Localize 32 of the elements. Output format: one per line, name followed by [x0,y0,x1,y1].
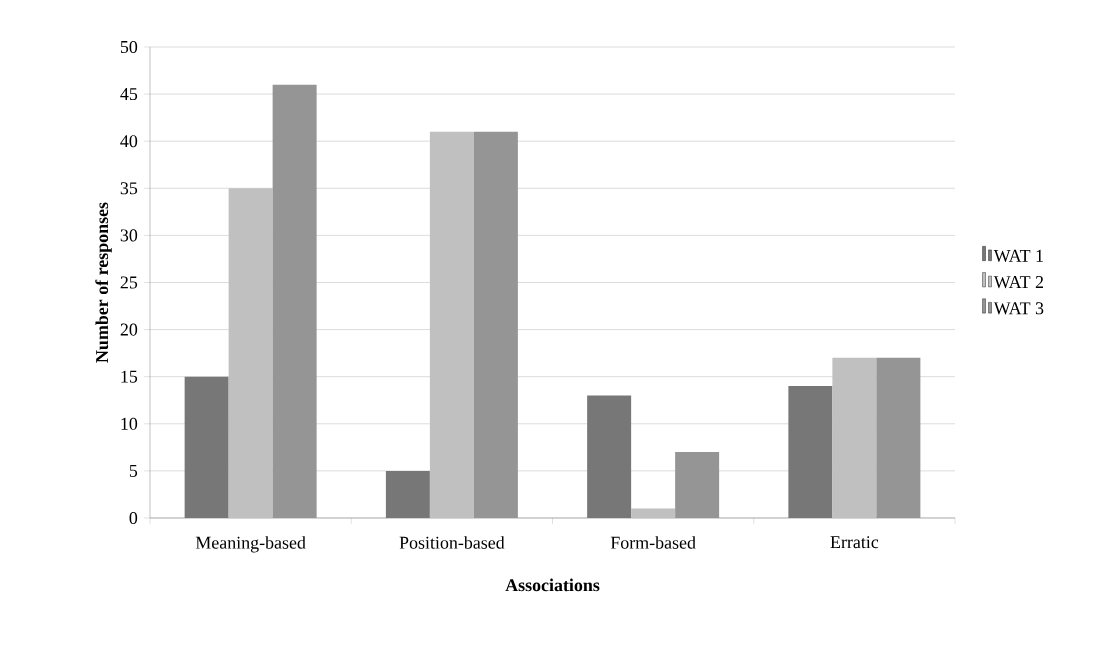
y-tick-label: 25 [120,276,138,289]
y-tick-label: 10 [121,417,138,430]
bar [272,84,317,518]
y-tick-label: 35 [120,182,138,195]
y-tick-label: 20 [120,323,138,336]
bar [587,395,632,518]
legend-label: WAT 3 [993,302,1044,315]
y-tick-label: 45 [120,88,138,101]
y-tick-label: 5 [129,464,138,477]
y-tick-label: 0 [129,511,138,525]
bar [832,357,877,518]
bar [675,452,720,518]
y-axis-title: Number of responses [95,202,112,363]
x-tick-label: Form-based [610,536,696,549]
y-tick-label: 30 [120,229,138,242]
legend-label: WAT 1 [993,249,1043,262]
bar [228,188,273,518]
y-tick-label: 15 [121,370,138,383]
legend-label: WAT 2 [993,276,1044,289]
bar [429,131,474,518]
bar [631,508,676,518]
x-tick-label: Position-based [399,536,505,549]
x-tick-label: Erratic [830,536,879,549]
x-axis-title: Associations [505,578,600,592]
bar [788,386,833,518]
bar [385,470,430,518]
y-tick-label: 40 [120,135,138,148]
y-tick-label: 50 [120,40,138,54]
bar [184,376,229,518]
bar [473,131,518,518]
bar [876,357,921,518]
x-tick-label: Meaning-based [195,536,306,553]
